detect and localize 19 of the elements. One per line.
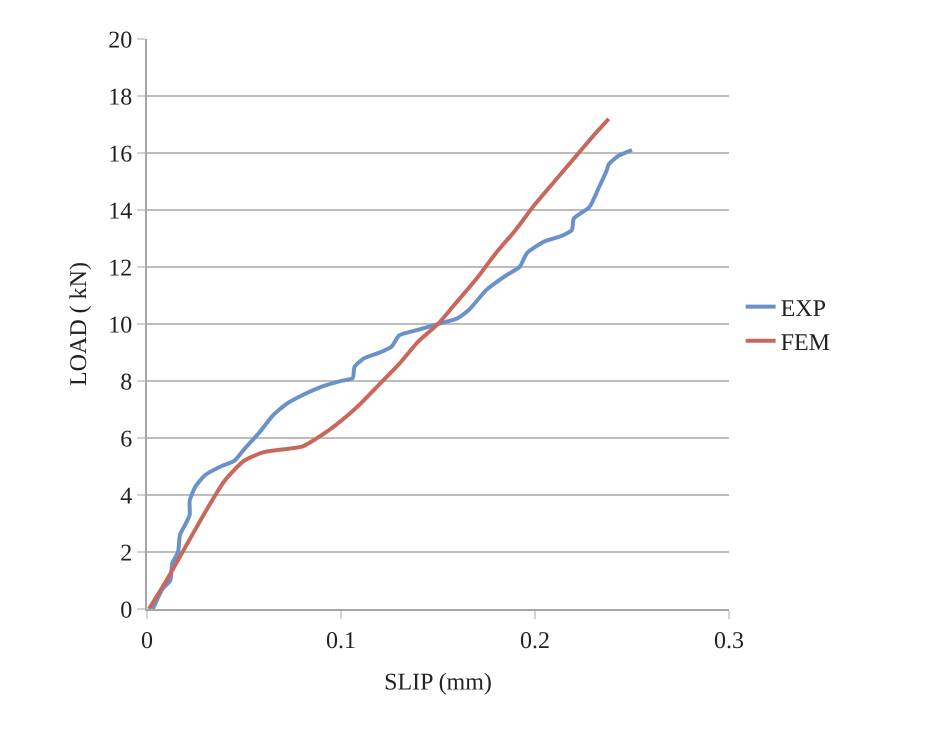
legend-label: FEM: [780, 330, 830, 356]
y-tick-label: 10: [108, 312, 132, 338]
y-tick-label: 20: [108, 27, 132, 54]
x-tick-label: 0: [141, 628, 153, 654]
y-tick-label: 6: [120, 426, 132, 452]
y-axis-title: LOAD ( kN): [66, 262, 92, 386]
x-tick-label: 0.1: [326, 628, 356, 654]
x-tick-label: 0.3: [714, 628, 744, 654]
legend-label: EXP: [780, 296, 826, 322]
y-tick-label: 0: [120, 597, 132, 624]
y-tick-label: 2: [120, 540, 132, 566]
y-tick-label: 8: [120, 369, 132, 396]
y-tick-label: 12: [108, 255, 132, 282]
x-tick-label: 0.2: [520, 628, 550, 654]
x-axis-title: SLIP (mm): [384, 670, 492, 696]
y-tick-label: 16: [108, 141, 132, 168]
y-tick-label: 14: [108, 198, 132, 224]
y-tick-label: 4: [120, 483, 132, 510]
y-tick-label: 18: [108, 84, 132, 110]
